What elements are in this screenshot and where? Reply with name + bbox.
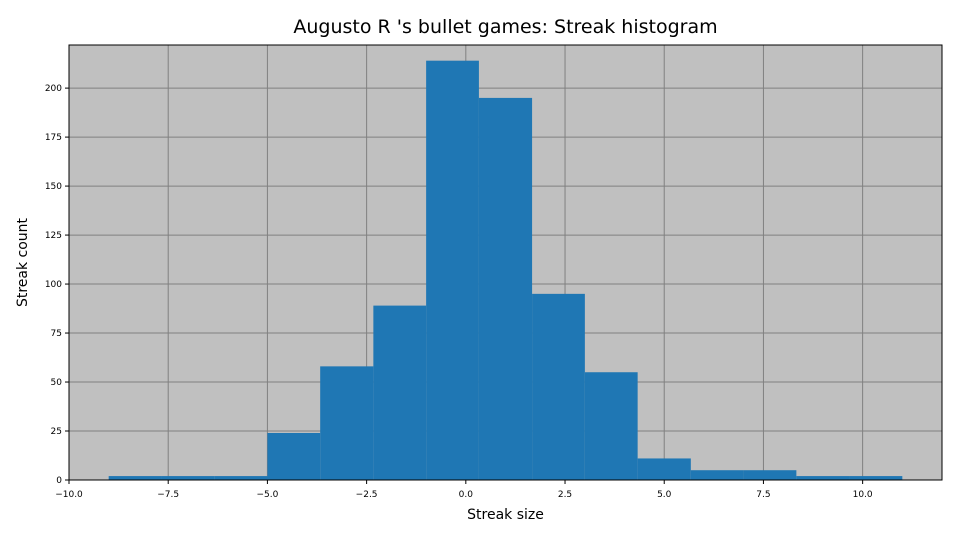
x-tick-label: 10.0 (853, 490, 873, 500)
plot-frame (68, 44, 943, 481)
y-tick-label: 175 (45, 133, 62, 143)
histogram-bar (108, 476, 162, 480)
y-tick-label: 100 (45, 280, 62, 290)
x-tick-label: 0.0 (459, 490, 474, 500)
y-tick-label: 75 (51, 329, 62, 339)
y-tick-label: 50 (51, 378, 63, 388)
x-tick-label: 2.5 (558, 490, 572, 500)
y-axis-label: Streak count (15, 217, 31, 307)
y-tick-label: 25 (51, 427, 62, 437)
histogram-bar (849, 476, 903, 480)
y-tick-label: 125 (45, 231, 62, 241)
x-tick-label: 7.5 (756, 490, 770, 500)
y-tick-label: 150 (45, 182, 62, 192)
histogram-bars (108, 60, 903, 481)
histogram-bar (373, 305, 427, 480)
histogram-bar (214, 476, 268, 480)
y-tick-label: 0 (56, 476, 62, 486)
x-axis-ticks: −10.0 −7.5 −5.0 −2.5 0.0 2.5 5.0 7.5 10.0 (55, 480, 873, 500)
x-tick-label: −2.5 (356, 490, 378, 500)
x-tick-label: −10.0 (55, 490, 83, 500)
histogram-bar (320, 366, 374, 480)
y-axis-ticks: 0 25 50 75 100 125 150 175 200 (45, 84, 69, 486)
x-axis-label: Streak size (467, 507, 544, 523)
histogram-bar (796, 476, 850, 480)
histogram-bar (161, 476, 215, 480)
x-tick-label: −5.0 (256, 490, 278, 500)
histogram-bar (267, 432, 321, 480)
histogram-bar (743, 470, 797, 480)
chart-title: Augusto R 's bullet games: Streak histog… (293, 16, 717, 38)
histogram-bar (584, 372, 638, 480)
histogram-bar (532, 293, 585, 480)
x-tick-label: −7.5 (157, 490, 179, 500)
histogram-bar (690, 470, 744, 480)
y-tick-label: 200 (45, 84, 62, 94)
histogram-bar (426, 60, 479, 481)
x-tick-label: 5.0 (657, 490, 672, 500)
histogram-bar (637, 458, 691, 480)
histogram-bar (478, 97, 533, 481)
